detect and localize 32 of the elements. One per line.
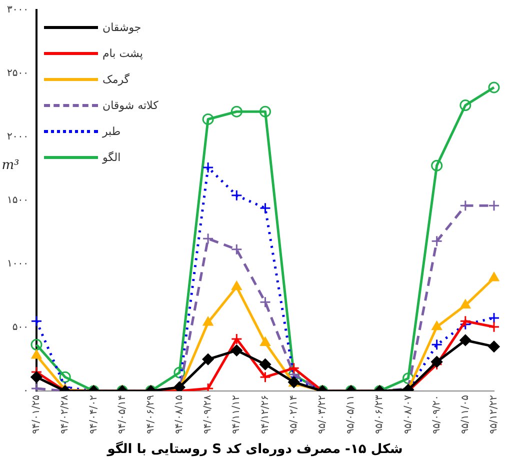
x-tick-label: ۹۴/۰۹/۲۸ <box>202 394 214 434</box>
x-tick-label: ۹۴/۰۶/۲۹ <box>145 395 156 434</box>
legend-label: جوشقان <box>102 20 142 34</box>
legend-label: طبر <box>102 124 121 138</box>
x-tick-label: ۹۵/۰۶/۲۳ <box>374 394 386 434</box>
x-tick-label: ۹۴/۰۱/۲۵ <box>31 395 42 434</box>
x-tick-label: ۹۵/۰۳/۲۲ <box>317 395 328 434</box>
y-tick-label: ۵۰۰ <box>12 322 28 334</box>
y-tick-label: ۱۵۰۰ <box>7 195 28 206</box>
y-tick-label: ۲۵۰۰ <box>7 68 28 80</box>
x-tick-label: ۹۵/۰۸/۰۷ <box>402 394 414 434</box>
x-tick-label: ۹۵/۱۲/۲۲ <box>488 395 500 434</box>
legend-label: پشت بام <box>102 46 143 60</box>
x-tick-label: ۹۴/۰۴/۰۲ <box>88 395 100 434</box>
x-tick-label: ۹۵/۰۵/۱۱ <box>346 395 357 434</box>
x-tick-label: ۹۴/۱۲/۲۶ <box>260 395 271 434</box>
x-tick-label: ۹۴/۰۸/۱۵ <box>174 395 186 434</box>
y-axis-title: m³ <box>2 158 20 173</box>
legend-label: الگو <box>102 150 121 164</box>
y-tick-label: ۱۰۰۰ <box>7 258 28 270</box>
x-tick-label: ۹۴/۱۱/۱۲ <box>231 395 242 434</box>
x-tick-label: ۹۴/۰۲/۲۸ <box>60 394 71 434</box>
text: شکل ۱۵- مصرف دوره‌ای کد S روستایی با الگو <box>106 442 404 457</box>
legend-label: کلاته شوقان <box>102 98 158 112</box>
x-tick-label: ۹۴/۰۵/۱۴ <box>116 395 128 434</box>
x-tick-label: ۹۵/۰۲/۱۴ <box>288 395 300 434</box>
legend-label: گرمک <box>102 72 130 86</box>
y-tick-label: ۳۰۰۰ <box>7 4 28 16</box>
x-tick-label: ۹۵/۰۹/۲۰ <box>431 395 442 434</box>
x-tick-label: ۹۵/۱۱/۰۵ <box>460 395 471 434</box>
y-tick-label: ۰ <box>23 386 28 397</box>
y-tick-label: ۲۰۰۰ <box>7 132 28 143</box>
